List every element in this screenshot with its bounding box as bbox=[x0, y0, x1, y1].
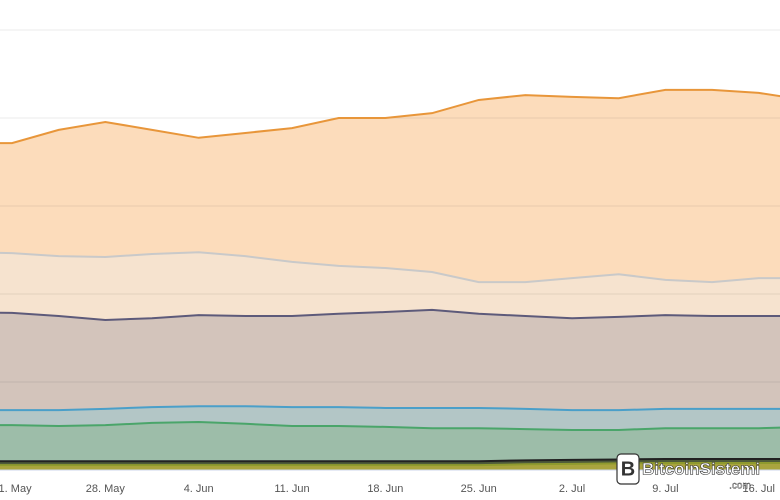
watermark-suffix: .com bbox=[729, 481, 751, 492]
x-tick-label: 28. May bbox=[86, 483, 126, 495]
x-tick-label: 11. Jun bbox=[274, 483, 309, 495]
series-line bbox=[0, 405, 780, 412]
series-line bbox=[0, 421, 780, 431]
series-line bbox=[0, 461, 780, 467]
area bbox=[0, 462, 780, 470]
series-line bbox=[0, 458, 780, 463]
series-line bbox=[0, 308, 780, 321]
watermark: B BitcoinSistemi .com bbox=[616, 453, 760, 492]
x-tick-label: 9. Jul bbox=[652, 483, 678, 495]
watermark-icon-glyph: B bbox=[621, 458, 635, 480]
area bbox=[0, 406, 780, 430]
x-tick-label: 25. Jun bbox=[461, 483, 497, 495]
x-tick-label: 4. Jun bbox=[184, 483, 214, 495]
plot-area: 21. May 28. May 4. Jun 11. Jun 18. Jun 25. Ju… bbox=[0, 29, 780, 495]
series-line bbox=[0, 88, 780, 145]
area bbox=[0, 252, 780, 320]
x-tick-label: 2. Jul bbox=[559, 483, 585, 495]
area bbox=[0, 309, 780, 411]
area bbox=[0, 422, 780, 462]
x-tick-label: 21. May bbox=[0, 483, 32, 495]
watermark-icon bbox=[616, 453, 640, 485]
x-tick-label: 16. Jul bbox=[743, 483, 775, 495]
watermark-brand: BitcoinSistemi bbox=[642, 459, 760, 478]
area bbox=[0, 89, 780, 283]
x-tick-label: 18. Jun bbox=[367, 483, 403, 495]
series-line bbox=[0, 251, 780, 284]
